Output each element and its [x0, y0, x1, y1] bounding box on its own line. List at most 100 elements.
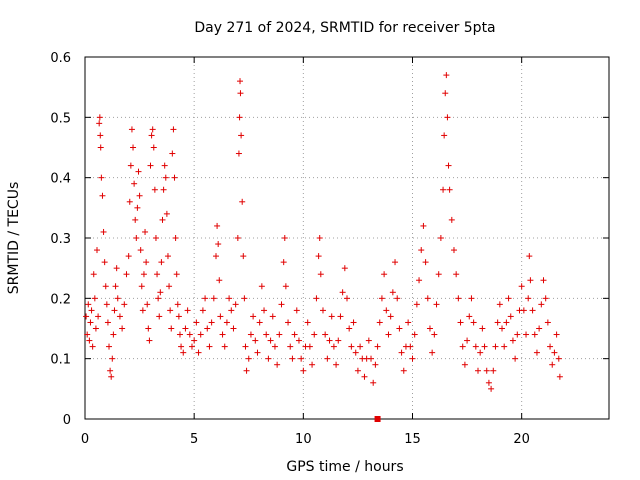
data-point — [265, 355, 272, 362]
axis-ticks: 0 0.1 0.2 0.3 0.4 0.5 0.6 0 5 10 15 20 — [50, 51, 609, 447]
y-tick-label: 0.1 — [50, 353, 71, 368]
x-tick-label: 0 — [81, 432, 89, 447]
data-point — [547, 343, 554, 350]
data-point — [87, 319, 94, 326]
data-point — [479, 325, 486, 332]
data-point — [450, 247, 457, 254]
data-point — [316, 235, 323, 241]
data-point — [278, 301, 285, 308]
data-point — [237, 78, 244, 85]
data-point — [210, 295, 217, 302]
data-point — [512, 355, 519, 362]
data-point — [103, 301, 110, 308]
data-point — [164, 253, 171, 260]
data-point — [413, 301, 420, 308]
data-point — [106, 343, 113, 350]
data-point — [137, 247, 144, 254]
data-point — [475, 367, 481, 374]
data-point — [533, 349, 540, 356]
data-point — [228, 307, 235, 314]
data-point — [252, 337, 259, 344]
data-point — [151, 186, 158, 193]
data-point — [221, 343, 228, 350]
x-tick-label: 10 — [295, 432, 312, 447]
data-point — [101, 259, 108, 266]
data-point — [256, 319, 263, 326]
data-point — [444, 114, 451, 121]
data-point — [94, 247, 101, 254]
data-point — [92, 325, 99, 332]
data-point — [239, 198, 246, 205]
y-tick-label: 0.5 — [50, 111, 71, 126]
data-point — [282, 283, 289, 290]
data-point — [91, 295, 98, 302]
data-point — [241, 295, 248, 302]
plot-frame — [84, 56, 610, 420]
data-point — [394, 295, 401, 302]
data-point — [527, 277, 534, 284]
data-point — [453, 271, 460, 278]
data-point — [191, 337, 198, 344]
data-point — [429, 349, 436, 356]
data-point — [134, 204, 141, 211]
data-point — [175, 313, 182, 320]
data-point — [84, 331, 91, 338]
data-point — [236, 114, 243, 121]
data-point — [492, 343, 499, 350]
data-point — [195, 349, 202, 356]
data-point — [208, 319, 215, 326]
data-point — [216, 277, 223, 284]
data-point — [167, 307, 174, 314]
data-point — [523, 331, 530, 338]
data-point — [424, 295, 431, 302]
data-point — [98, 174, 105, 181]
data-points — [83, 72, 563, 422]
data-point — [97, 144, 104, 151]
data-point — [112, 283, 119, 290]
data-point — [372, 361, 379, 368]
data-point — [396, 325, 403, 332]
data-point — [499, 325, 506, 332]
data-point — [173, 271, 180, 278]
data-point — [544, 319, 551, 326]
data-point — [125, 253, 132, 260]
data-point — [161, 162, 168, 169]
data-point — [416, 277, 423, 284]
data-point — [143, 259, 150, 266]
data-point — [293, 307, 300, 314]
data-point — [443, 72, 450, 79]
y-tick-label: 0 — [63, 413, 71, 428]
data-point — [520, 307, 527, 314]
data-point — [481, 343, 488, 350]
data-point — [540, 277, 547, 284]
data-point — [145, 325, 152, 332]
data-point — [186, 331, 193, 338]
data-point — [219, 331, 226, 338]
data-point — [127, 162, 134, 169]
data-point — [168, 325, 175, 332]
data-point — [300, 367, 307, 374]
data-point — [254, 349, 261, 356]
data-point — [142, 228, 149, 235]
data-point — [509, 337, 516, 344]
data-point — [361, 373, 368, 380]
data-point — [132, 216, 139, 223]
data-point — [217, 313, 224, 320]
data-point — [350, 319, 357, 326]
y-tick-label: 0.6 — [50, 51, 71, 66]
data-point — [178, 343, 185, 350]
data-point — [435, 271, 442, 278]
data-point — [261, 307, 268, 314]
x-axis-label: GPS time / hours — [286, 459, 403, 475]
data-point — [102, 283, 109, 290]
data-point — [514, 331, 521, 338]
data-point — [306, 343, 313, 350]
data-point — [138, 283, 145, 290]
data-point — [97, 132, 104, 139]
data-point — [405, 319, 412, 326]
data-point — [86, 337, 93, 344]
data-point — [339, 289, 346, 296]
x-tick-label: 15 — [404, 432, 421, 447]
data-point — [420, 222, 427, 229]
data-point — [551, 349, 558, 356]
